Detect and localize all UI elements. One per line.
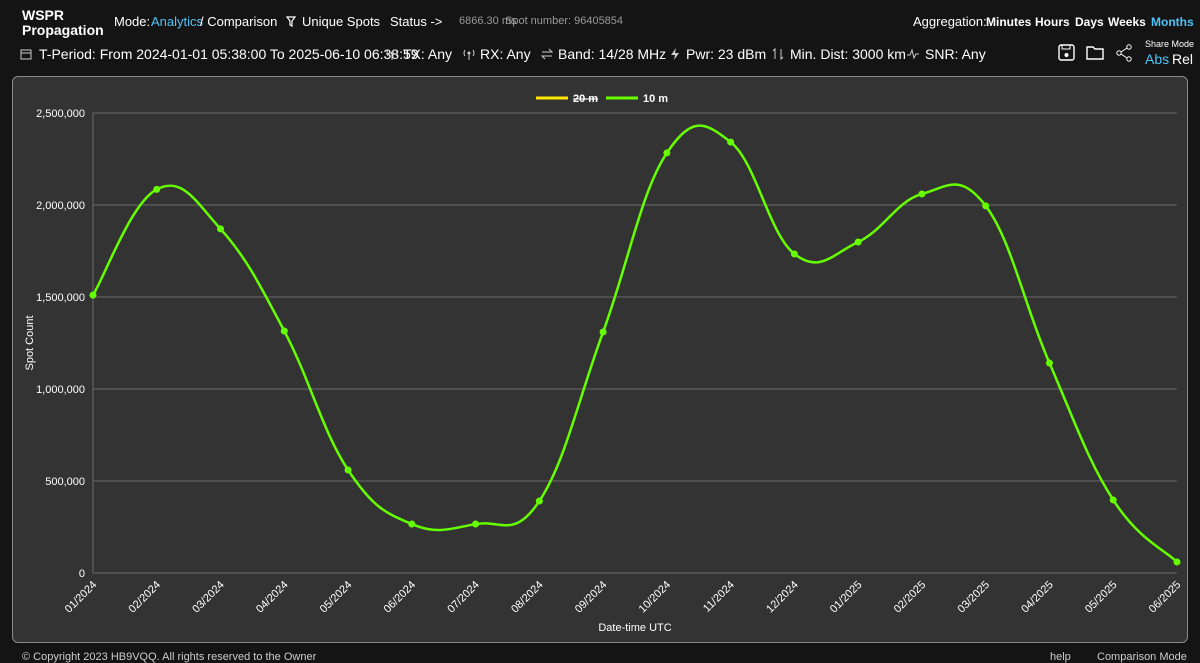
aggregation-option[interactable]: Minutes <box>986 15 1032 29</box>
filter-band[interactable]: Band: 14/28 MHz <box>558 46 667 62</box>
x-tick-label: 08/2024 <box>509 579 546 616</box>
mode-analytics[interactable]: Analytics <box>151 14 204 29</box>
x-tick-label: 02/2025 <box>892 579 929 616</box>
data-point <box>472 520 480 528</box>
chart-panel: 0 500,000 1,000,000 1,500,000 2,000,000 2,500… <box>12 76 1188 643</box>
x-tick-label: 09/2024 <box>573 579 610 616</box>
data-point <box>217 225 225 233</box>
legend-item[interactable]: 20 m <box>536 93 598 105</box>
x-tick-label: 01/2025 <box>828 579 865 616</box>
spot-number: Spot number: 96405854 <box>505 15 624 27</box>
legend-label: 10 m <box>643 93 668 105</box>
data-point <box>982 202 990 210</box>
y-tick-label: 2,000,000 <box>36 200 85 212</box>
power-icon <box>671 48 679 60</box>
save-icon[interactable] <box>1058 44 1075 61</box>
chart: 0 500,000 1,000,000 1,500,000 2,000,000 2,500… <box>24 93 1184 634</box>
rx-icon <box>463 49 475 60</box>
aggregation-option[interactable]: Months <box>1151 15 1194 29</box>
folder-icon[interactable] <box>1086 45 1104 60</box>
x-tick-label: 10/2024 <box>637 579 674 616</box>
x-tick-label: 04/2025 <box>1019 579 1056 616</box>
y-tick-label: 500,000 <box>45 476 85 488</box>
aggregation-label: Aggregation: <box>913 14 987 29</box>
x-tick-label: 11/2024 <box>701 579 737 615</box>
y-tick-label: 2,500,000 <box>36 108 85 120</box>
x-tick-label: 07/2024 <box>445 579 482 616</box>
filter-snr[interactable]: SNR: Any <box>925 46 986 62</box>
data-point <box>918 190 926 198</box>
status-time: 6866.30 ms <box>459 15 517 27</box>
app-title: Propagation <box>22 22 104 38</box>
y-tick-label: 0 <box>79 568 85 580</box>
tx-icon <box>386 49 398 60</box>
status-label: Status -> <box>390 14 443 29</box>
filter-tx[interactable]: TX: Any <box>403 46 453 62</box>
filter-icon <box>286 16 296 27</box>
unique-spots[interactable]: Unique Spots <box>302 14 381 29</box>
data-point <box>89 291 97 299</box>
app-title: WSPR <box>22 7 64 23</box>
copyright: © Copyright 2023 HB9VQQ. All rights rese… <box>22 651 317 663</box>
filter-distance[interactable]: Min. Dist: 3000 km <box>790 46 906 62</box>
mode-label: Mode: <box>114 14 151 29</box>
mode-comparison[interactable]: / Comparison <box>200 14 278 29</box>
aggregation-option[interactable]: Hours <box>1035 15 1070 29</box>
x-tick-label: 01/2024 <box>63 579 100 616</box>
comparison-mode-link[interactable]: Comparison Mode <box>1097 651 1187 663</box>
filter-period[interactable]: T-Period: From 2024-01-01 05:38:00 To 20… <box>39 46 419 62</box>
band-icon <box>541 48 553 60</box>
calendar-icon <box>20 49 32 60</box>
x-tick-label: 05/2024 <box>318 579 355 616</box>
filter-rx[interactable]: RX: Any <box>480 46 531 62</box>
data-point <box>854 238 862 246</box>
snr-icon <box>907 48 919 60</box>
share-option[interactable]: Abs <box>1145 51 1170 67</box>
data-point <box>727 138 735 146</box>
share-mode-label: Share Mode <box>1145 39 1195 49</box>
y-axis-title: Spot Count <box>24 315 36 370</box>
filter-power[interactable]: Pwr: 23 dBm <box>686 46 767 62</box>
x-tick-label: 06/2024 <box>382 579 419 616</box>
data-point <box>663 149 671 157</box>
legend-label: 20 m <box>573 93 598 105</box>
aggregation-option[interactable]: Days <box>1075 15 1104 29</box>
data-point <box>280 327 288 335</box>
aggregation-option[interactable]: Weeks <box>1108 15 1146 29</box>
data-point <box>1173 558 1181 566</box>
share-option[interactable]: Rel <box>1172 51 1194 67</box>
data-point <box>344 466 352 474</box>
data-point <box>153 185 161 193</box>
data-point <box>408 520 416 528</box>
x-tick-label: 02/2024 <box>127 579 164 616</box>
data-point <box>535 497 543 505</box>
x-tick-label: 05/2025 <box>1083 579 1120 616</box>
distance-icon <box>772 48 784 60</box>
data-point <box>599 328 607 336</box>
x-tick-label: 03/2025 <box>955 579 992 616</box>
x-tick-label: 04/2024 <box>254 579 291 616</box>
x-axis-title: Date-time UTC <box>598 622 671 634</box>
share-icon[interactable] <box>1115 44 1133 62</box>
legend-item[interactable]: 10 m <box>606 93 668 105</box>
x-tick-label: 06/2025 <box>1147 579 1184 616</box>
x-tick-label: 03/2024 <box>190 579 227 616</box>
series-line <box>91 124 1178 563</box>
x-tick-label: 12/2024 <box>764 579 801 616</box>
data-point <box>790 250 798 258</box>
y-tick-label: 1,500,000 <box>36 292 85 304</box>
data-point <box>1045 359 1053 367</box>
data-point <box>1109 496 1117 504</box>
help-link[interactable]: help <box>1050 651 1071 663</box>
y-tick-label: 1,000,000 <box>36 384 85 396</box>
